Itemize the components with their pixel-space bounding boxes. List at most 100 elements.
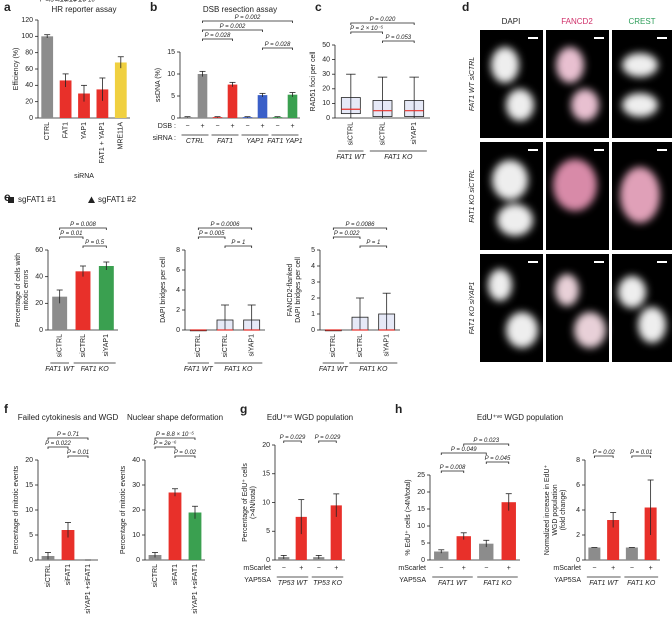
panel-label: b: [150, 0, 157, 14]
y-tick-label: 20: [35, 300, 43, 307]
group-label: TP53 KO: [313, 580, 342, 587]
p-value: P = 0.5: [85, 240, 105, 246]
y-tick-label: 8: [176, 247, 180, 254]
p-value: P = 1 × 10⁻⁷: [49, 0, 83, 4]
y-tick-label: 40: [25, 82, 33, 89]
box: [340, 97, 361, 115]
p-bracket: [593, 455, 614, 458]
y-tick-label: 40: [132, 457, 140, 464]
p-value: P = 0.022: [45, 441, 71, 447]
x-tick-label: −: [317, 565, 321, 572]
p-value: P = 0.01: [67, 450, 89, 456]
x-tick-label: siYAP1 +siFAT1: [192, 564, 199, 614]
group-label: FAT1 WT: [438, 580, 468, 587]
group-label: FAT1 KO: [359, 366, 388, 373]
x-tick-label: YAP1: [81, 122, 88, 139]
panel-label: a: [4, 0, 11, 14]
x-tick-label: siYAP1: [411, 122, 418, 145]
y-axis-label: (fold change): [560, 490, 567, 531]
p-value: P = 1: [231, 240, 245, 246]
y-tick-label: 10: [262, 499, 270, 506]
chart-title: EdU⁺ᵛᵉ WGD population: [477, 413, 563, 422]
bar: [295, 516, 307, 560]
p-value: P = 0.02: [593, 450, 616, 456]
row-label: DSB :: [158, 123, 176, 130]
y-tick-label: 0: [266, 557, 270, 564]
x-tick-label: −: [630, 565, 634, 572]
p-bracket: [318, 440, 337, 443]
p-bracket: [197, 236, 226, 239]
x-tick-label: +: [260, 123, 264, 130]
p-value: P = 1: [366, 240, 380, 246]
x-tick-label: +: [649, 565, 653, 572]
channel-label: DAPI: [502, 17, 521, 26]
y-axis-label: RAD51 foci per cell: [310, 51, 317, 111]
y-axis-label: DAPI bridges per cell: [295, 257, 302, 323]
x-tick-label: −: [185, 123, 189, 130]
p-value: P = 0.020: [370, 17, 396, 23]
x-tick-label: +: [230, 123, 234, 130]
panel-label: d: [462, 0, 469, 14]
group-label: FAT1 WT: [184, 366, 214, 373]
x-tick-label: +: [290, 123, 294, 130]
y-tick-label: 30: [322, 71, 330, 78]
x-tick-label: siCTRL: [45, 564, 52, 587]
p-value: P = 0.008: [440, 465, 466, 471]
y-tick-label: 8: [576, 457, 580, 464]
y-tick-label: 6: [176, 267, 180, 274]
panel-label: h: [395, 402, 402, 416]
x-tick-label: −: [439, 565, 443, 572]
y-tick-label: 60: [35, 247, 43, 254]
row-label: YAP5SA: [399, 577, 426, 584]
bar: [59, 80, 72, 118]
panel-label: g: [240, 402, 247, 416]
x-tick-label: siYAP1: [249, 334, 256, 357]
bar: [52, 296, 68, 330]
group-label: FAT1 KO: [384, 154, 413, 161]
p-bracket: [202, 20, 293, 23]
p-bracket: [631, 455, 652, 458]
p-bracket: [440, 470, 465, 473]
x-tick-label: +: [611, 565, 615, 572]
p-bracket: [350, 22, 415, 25]
bar: [98, 266, 114, 330]
bar: [96, 89, 109, 118]
y-tick-label: 4: [176, 287, 180, 294]
x-tick-label: siFAT1: [65, 564, 72, 585]
p-bracket: [154, 446, 176, 449]
y-tick-label: 0: [576, 557, 580, 564]
p-bracket: [174, 455, 196, 458]
y-tick-label: 15: [262, 471, 270, 478]
row-label: FAT1 KO siCTRL: [469, 169, 476, 223]
row-label: YAP5SA: [554, 577, 581, 584]
bar: [625, 547, 638, 560]
y-tick-label: 0: [421, 557, 425, 564]
y-tick-label: 2: [311, 295, 315, 302]
p-value: P = 1 × 10⁻⁷: [58, 0, 92, 4]
p-value: P = 0.008: [70, 222, 96, 228]
x-tick-label: +: [462, 565, 466, 572]
group-label: FAT1 KO: [627, 580, 656, 587]
y-tick-label: 50: [322, 42, 330, 49]
p-bracket: [67, 455, 89, 458]
y-tick-label: 4: [576, 507, 580, 514]
y-tick-label: 120: [21, 17, 33, 24]
x-axis-label: siRNA: [74, 173, 94, 180]
y-tick-label: 20: [262, 442, 270, 449]
y-tick-label: 0: [29, 115, 33, 122]
y-axis-label: (>4N/total): [250, 486, 257, 519]
x-tick-label: MRE11A: [118, 122, 125, 150]
y-tick-label: 10: [25, 507, 33, 514]
group-label: FAT1 KO: [224, 366, 253, 373]
y-axis-label: mitotic errors: [23, 269, 30, 310]
y-tick-label: 15: [167, 49, 175, 56]
x-tick-label: siCTRL: [348, 122, 355, 145]
box: [404, 100, 425, 117]
p-value: P = 0.028: [205, 33, 231, 39]
x-tick-label: +: [334, 565, 338, 572]
p-value: P = 0.0006: [211, 222, 241, 228]
y-tick-label: 0: [29, 557, 33, 564]
bar: [434, 551, 449, 560]
y-tick-label: 15: [25, 482, 33, 489]
